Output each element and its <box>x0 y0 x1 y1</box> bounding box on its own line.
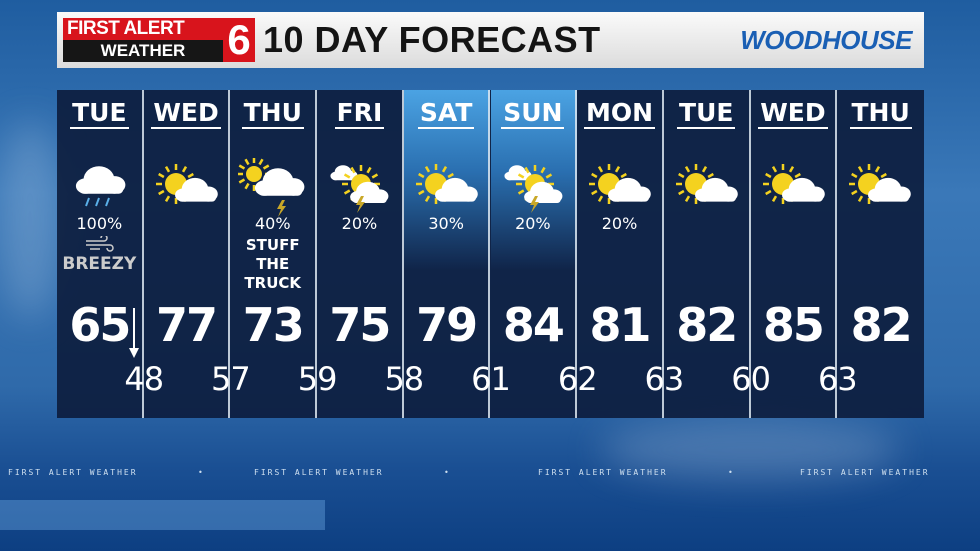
sun-cloud-icon <box>849 164 912 204</box>
high-temp: 79 <box>416 298 478 352</box>
ticker: FIRST ALERT WEATHER • FIRST ALERT WEATHER •… <box>0 468 980 480</box>
day-label: TUE <box>677 98 736 129</box>
cloud-sun-storm-icon <box>330 165 389 213</box>
high-temp: 77 <box>156 298 218 352</box>
day-label: WED <box>151 98 221 129</box>
low-temp: 48 <box>124 360 164 398</box>
ticker-dot: • <box>198 468 205 477</box>
sun-cloud-icon <box>762 164 825 204</box>
day-label: WED <box>758 98 828 129</box>
day-label: FRI <box>334 98 385 129</box>
day-column: MON 20% 81 <box>577 90 664 418</box>
day-column: SUN 20% 84 <box>490 90 578 418</box>
sponsor-logo: WOODHOUSE <box>740 25 912 55</box>
background-cloud <box>600 420 900 480</box>
page-title: 10 DAY FORECAST <box>263 19 601 60</box>
logo-bottom-text: WEATHER <box>63 40 223 62</box>
ticker-dot: • <box>728 468 735 477</box>
forecast-panel: TUE 100% BREEZY 65 WED 77 THU 40% STUFF THE T… <box>57 90 924 418</box>
logo-top-text: FIRST ALERT <box>63 18 223 40</box>
high-temp: 73 <box>242 298 305 352</box>
day-label: MON <box>584 98 656 129</box>
low-temp: 58 <box>384 360 424 398</box>
low-temp: 63 <box>644 360 685 398</box>
low-temp: 59 <box>297 360 338 398</box>
precip-chance: 20% <box>601 214 638 233</box>
high-temp: 82 <box>850 298 913 352</box>
high-temp: 81 <box>589 298 652 352</box>
sun-cloud-icon <box>415 164 478 204</box>
day-column: TUE 100% BREEZY 65 <box>57 90 144 418</box>
high-temp: 82 <box>676 298 738 352</box>
day-label: THU <box>849 98 912 129</box>
high-temp: 84 <box>502 298 565 352</box>
cloud-sun-storm-icon <box>503 165 562 213</box>
sun-cloud-icon <box>589 164 651 204</box>
high-temp: 75 <box>329 298 391 352</box>
day-column: SAT 30% 79 <box>403 90 491 418</box>
precip-chance: 20% <box>341 214 378 233</box>
first-alert-weather-logo: FIRST ALERT WEATHER 6 <box>63 18 255 62</box>
arrow-down-icon <box>129 308 139 358</box>
ticker-text: FIRST ALERT WEATHER <box>8 468 138 477</box>
stuff-the-truck-note: STUFF THE TRUCK <box>244 236 302 292</box>
day-column: TUE 82 <box>664 90 751 418</box>
day-column: WED 85 <box>751 90 838 418</box>
rain-cloud-icon <box>75 166 126 207</box>
lower-strip <box>0 500 325 530</box>
high-temp: 85 <box>762 298 825 352</box>
ticker-text: FIRST ALERT WEATHER <box>800 468 930 477</box>
wind-icon <box>86 234 115 252</box>
low-temp: 57 <box>211 360 251 398</box>
ticker-text: FIRST ALERT WEATHER <box>254 468 384 477</box>
day-column: WED 77 <box>144 90 231 418</box>
high-temp: 65 <box>69 298 131 352</box>
day-label: THU <box>241 98 304 129</box>
low-temp: 62 <box>557 360 598 398</box>
ticker-dot: • <box>444 468 451 477</box>
day-column: THU 82 <box>837 90 924 418</box>
day-column: FRI 20% 75 <box>317 90 404 418</box>
low-temp: 63 <box>817 360 858 398</box>
low-temp: 60 <box>731 360 771 398</box>
day-label: SUN <box>501 98 565 129</box>
precip-chance: 100% <box>76 214 123 233</box>
precip-chance: 20% <box>515 214 551 233</box>
sun-cloud-icon <box>675 164 738 204</box>
header-bar: FIRST ALERT WEATHER 6 10 DAY FORECAST WO… <box>57 12 924 68</box>
ticker-text: FIRST ALERT WEATHER <box>538 468 668 477</box>
day-column: THU 40% STUFF THE TRUCK 73 <box>230 90 318 418</box>
precip-chance: 30% <box>428 214 464 233</box>
logo-number: 6 <box>223 18 255 62</box>
background-cloud <box>0 120 60 320</box>
day-label: SAT <box>417 98 475 129</box>
day-label: TUE <box>70 98 129 129</box>
low-temp: 61 <box>471 360 511 398</box>
breezy-note: BREEZY <box>57 234 142 274</box>
precip-chance: 40% <box>254 214 291 233</box>
sun-cloud-storm-icon <box>238 158 305 217</box>
sun-cloud-icon <box>155 164 218 204</box>
